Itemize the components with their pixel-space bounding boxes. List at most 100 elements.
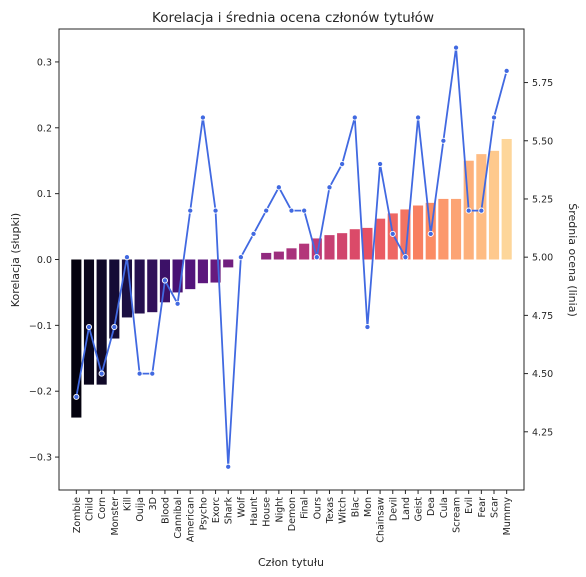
bar-child [83,259,95,385]
bar-monster [109,259,120,339]
x-tick-label: Scar [490,497,501,518]
x-tick-label: Monster [110,497,121,536]
x-tick-label: Scream [452,497,463,533]
bar-ours [311,238,322,260]
line-point [364,323,371,331]
line-point [199,114,206,121]
bar-3d [147,259,158,313]
line-point [263,207,270,214]
x-tick-label: Mon [363,497,374,517]
line-point [111,323,118,331]
bar-exorc [210,259,221,283]
line-point [415,114,422,121]
line-point [73,393,80,400]
x-tick-label: Cula [439,497,450,518]
bar-scar [488,150,500,260]
line-point [212,207,219,214]
line-point [187,207,194,214]
x-tick-label: Dea [426,497,437,516]
x-tick-label: Kill [122,497,133,511]
bar-cannibal [172,259,183,293]
x-tick-label: Corn [97,497,108,519]
line-point [161,277,168,284]
bar-corn [96,259,107,385]
left-tick-label: 0.1 [37,189,52,200]
x-tick-label: Geist [414,497,425,522]
bar-texas [324,235,335,260]
x-tick-label: Zombie [72,497,83,533]
line-point [326,184,333,191]
line-point [225,463,232,470]
bar-geist [413,205,424,260]
x-tick-label: Blood [160,497,171,524]
x-tick-label: Ours [312,497,323,519]
bar-night [273,251,284,260]
x-tick-label: Child [84,497,95,521]
line-point [402,254,409,261]
line-point [452,44,460,51]
x-tick-label: 3D [148,497,159,510]
bar-witch [337,233,348,260]
left-tick-label: −0.1 [29,321,52,332]
x-tick-label: House [262,497,273,527]
bar-blac [349,229,360,260]
bar-house [261,252,272,260]
x-tick-label: Cannibal [173,497,184,539]
left-tick-label: −0.2 [29,387,52,398]
bar-american [185,259,196,290]
bar-scream [450,198,462,260]
x-tick-label: Haunt [249,497,260,526]
right-tick-label: 5.75 [532,78,553,89]
y-axis-label-left: Korelacja (słupki) [9,213,22,307]
x-tick-label: Exorc [211,497,222,523]
line-point [136,370,143,377]
line-point [288,207,295,214]
x-tick-label: Demon [287,497,298,531]
right-tick-label: 5.25 [532,194,553,205]
x-tick-label: Fear [477,497,488,518]
x-tick-label: Texas [325,497,336,524]
bar-shark [223,259,234,268]
bar-kill [121,259,133,318]
x-tick-label: Shark [224,497,235,525]
line-point [427,230,434,237]
line-point [503,67,510,74]
line-point [490,114,498,121]
bar-cula [438,198,449,260]
chart-title: Korelacja i średnia ocena członów tytułó… [152,10,434,26]
left-tick-label: 0.0 [37,255,52,266]
bar-ouija [134,259,145,314]
line-point [149,370,156,377]
x-tick-label: Final [300,497,311,519]
left-tick-label: 0.2 [37,123,52,134]
line-point [465,207,472,214]
line-point [301,207,308,214]
line-point [123,254,131,261]
x-axis-label: Człon tytułu [258,556,324,569]
right-tick-label: 5.50 [532,136,553,147]
line-point [351,114,358,121]
bar-final [299,243,310,260]
line-point [389,230,396,237]
left-axis: 0.3 0.2 0.1 0.0 −0.1 −0.2 −0.3 [29,57,59,464]
x-tick-label: Witch [338,497,349,524]
x-tick-label: Night [274,497,285,523]
line-point [85,323,93,331]
x-tick-label: Chainsaw [376,497,387,543]
bar-mon [362,227,373,260]
y-axis-label-right: Średnia ocena (linia) [566,203,579,317]
right-axis: 5.75 5.50 5.25 5.00 4.75 4.50 4.25 [524,78,553,438]
x-tick-label: Psycho [198,497,209,530]
line-group [73,44,510,470]
line-point [377,160,384,168]
bar-group [71,138,512,418]
bar-psycho [197,259,208,284]
line-point [275,184,282,191]
line-point [339,160,346,168]
line-point [250,230,257,237]
x-tick-label: Evil [464,497,475,514]
x-tick-label: Land [401,497,412,520]
bar-land [400,209,411,260]
line-point [313,254,320,261]
